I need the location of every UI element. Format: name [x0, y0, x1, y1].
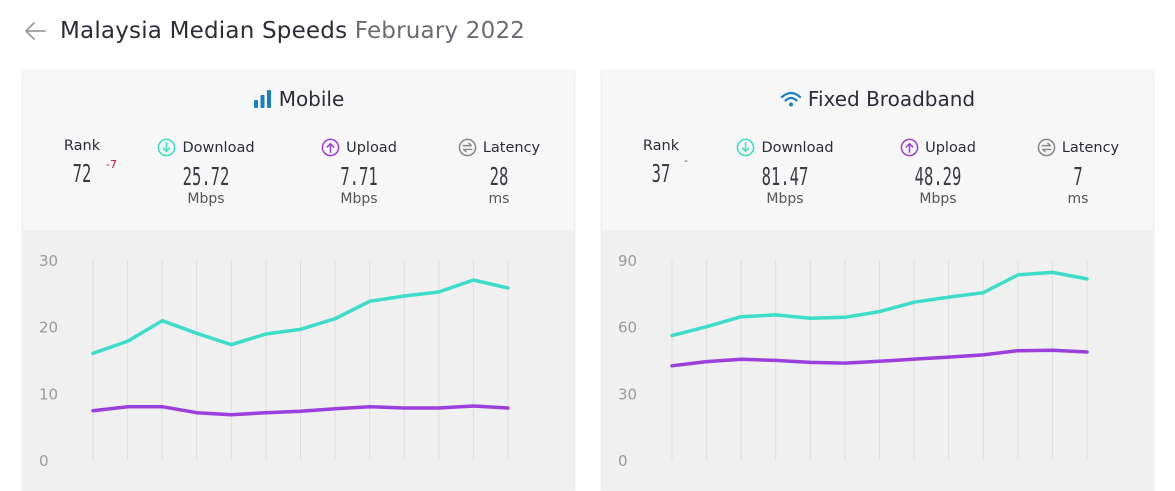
mobile-speed-chart: 0 10 20 30: [39, 252, 510, 470]
fixed-title-label: Fixed Broadband: [807, 87, 976, 111]
wifi-icon: [780, 90, 802, 108]
signal-bars-icon: [253, 89, 273, 109]
mobile-card-title: Mobile: [23, 87, 574, 111]
arrow-left-icon: [25, 22, 46, 40]
fixed-speed-chart: 0 30 60 90: [618, 252, 1089, 470]
page-title-text: Malaysia Median Speeds: [60, 18, 348, 44]
fixed-download-value: 81.47: [761, 162, 809, 191]
mobile-rank-stat: Rank 72: [55, 138, 109, 189]
mobile-rank-label: Rank: [63, 138, 101, 154]
upload-series-line: [670, 348, 1089, 368]
download-series-line: [91, 278, 510, 356]
fixed-rank-stat: Rank 37: [634, 138, 688, 189]
page-header: Malaysia Median Speeds February 2022: [22, 14, 525, 48]
fixed-upload-stat: Upload 48.29 Mbps: [887, 138, 989, 207]
latency-icon: [458, 138, 477, 157]
fixed-broadband-card: Fixed Broadband Rank 37 - Download 81.47…: [602, 70, 1153, 491]
download-arrow-icon: [157, 138, 176, 157]
mobile-upload-unit: Mbps: [340, 191, 378, 207]
y-tick-label: 30: [618, 385, 637, 403]
y-tick-label: 0: [618, 452, 628, 470]
upload-series-line: [91, 404, 510, 417]
y-tick-label: 90: [618, 252, 637, 270]
download-arrow-icon: [736, 138, 755, 157]
mobile-rank-value: 72: [72, 159, 92, 188]
fixed-upload-unit: Mbps: [919, 191, 957, 207]
mobile-upload-label: Upload: [346, 139, 397, 156]
download-series-line: [670, 270, 1089, 338]
upload-arrow-icon: [900, 138, 919, 157]
y-tick-label: 0: [39, 452, 49, 470]
fixed-latency-stat: Latency 7 ms: [1022, 138, 1134, 207]
y-tick-label: 20: [39, 319, 58, 337]
mobile-download-value: 25.72: [182, 162, 230, 191]
mobile-title-label: Mobile: [278, 87, 345, 111]
fixed-latency-value: 7: [1073, 162, 1083, 191]
fixed-card-title: Fixed Broadband: [602, 87, 1153, 111]
y-tick-label: 10: [39, 385, 58, 403]
fixed-rank-label: Rank: [642, 138, 680, 154]
mobile-rank-change: -7: [106, 158, 117, 171]
fixed-download-unit: Mbps: [766, 191, 804, 207]
upload-arrow-icon: [321, 138, 340, 157]
mobile-chart-area: 0 10 20 30: [23, 230, 574, 491]
mobile-latency-label: Latency: [482, 139, 541, 156]
y-tick-label: 30: [39, 252, 58, 270]
fixed-upload-value: 48.29: [914, 162, 962, 191]
mobile-upload-stat: Upload 7.71 Mbps: [308, 138, 410, 207]
mobile-download-label: Download: [182, 139, 255, 156]
fixed-rank-change: -: [684, 154, 688, 167]
latency-icon: [1037, 138, 1056, 157]
mobile-upload-value: 7.71: [340, 162, 378, 191]
fixed-download-label: Download: [761, 139, 834, 156]
fixed-latency-label: Latency: [1061, 139, 1120, 156]
fixed-upload-label: Upload: [925, 139, 976, 156]
mobile-card: Mobile Rank 72 -7 Download 25.72 Mbps Up…: [23, 70, 574, 491]
back-button[interactable]: [22, 18, 48, 44]
page-title: Malaysia Median Speeds February 2022: [60, 18, 525, 44]
page-title-date: February 2022: [354, 18, 526, 44]
mobile-latency-value: 28: [489, 162, 509, 191]
fixed-latency-unit: ms: [1067, 191, 1089, 207]
mobile-card-header: Mobile Rank 72 -7 Download 25.72 Mbps Up…: [23, 70, 574, 230]
mobile-latency-unit: ms: [488, 191, 510, 207]
fixed-card-header: Fixed Broadband Rank 37 - Download 81.47…: [602, 70, 1153, 230]
mobile-latency-stat: Latency 28 ms: [443, 138, 555, 207]
fixed-chart-area: 0 30 60 90: [602, 230, 1153, 491]
mobile-download-stat: Download 25.72 Mbps: [151, 138, 261, 207]
mobile-download-unit: Mbps: [187, 191, 225, 207]
y-tick-label: 60: [618, 319, 637, 337]
fixed-download-stat: Download 81.47 Mbps: [730, 138, 840, 207]
fixed-rank-value: 37: [651, 159, 671, 188]
